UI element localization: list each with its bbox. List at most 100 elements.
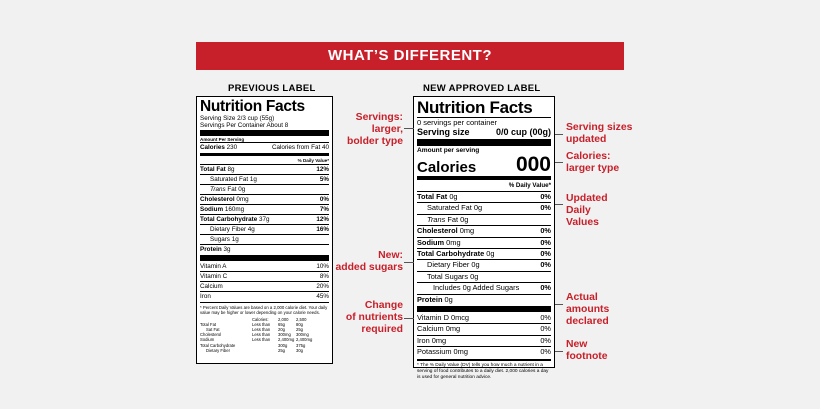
nutrient-amount: 0mg [446,237,461,247]
new-servings-per-container: 0 servings per container [417,118,498,127]
nutrient-amount: 0g [486,249,495,259]
vitamin-dv: 45% [316,292,329,300]
previous-footnote: * Percent Daily Values are based on a 2,… [200,304,328,315]
nutrient-row: Sodium 0mg 0% [417,236,551,248]
footnote-table-cell: 80g [296,321,303,327]
nutrient-row: Dietary Fiber 0g 0% [417,259,551,270]
banner: WHAT’S DIFFERENT? [196,42,624,70]
previous-servings-per-container: Servings Per Container About 8 [200,121,289,129]
previous-nutrition-label: Nutrition Facts Serving Size 2/3 cup (55… [196,96,333,364]
nutrient-row: Cholesterol 0mg 0% [417,225,551,236]
nutrient-name: Total Fat 8g [200,165,235,174]
vitamin-dv: 0% [540,313,551,323]
nutrient-name: Includes 0g Added Sugars [417,283,519,293]
nutrient-label: Dietary Fiber [210,225,247,233]
nutrient-row: Total Fat 8g 12% [200,163,329,174]
footnote-table-cell: 375g [296,342,306,348]
new-nutrition-label: Nutrition Facts 0 servings per container… [413,96,555,380]
footnote-table-cell: 300mg [278,332,291,338]
nutrient-name: Total Carbohydrate 37g [200,215,270,224]
nutrient-amount: 0g [444,294,453,304]
vitamin-label: Calcium [200,282,223,290]
nutrient-amount: 4g [247,225,255,233]
vitamin-row: Vitamin C 8% [200,270,329,281]
vitamin-row: Calcium 20% [200,280,329,291]
nutrient-row: Total Fat 0g 0% [417,191,551,202]
previous-nutrient-list: Total Fat 8g 12% Saturated Fat 1g 5% Trans F… [200,163,329,254]
nutrient-amount: Fat 0g [227,185,246,193]
nutrient-dv: 0% [540,226,551,236]
vitamin-label: Iron 0mg [417,335,447,345]
nutrient-name: Trans Fat 0g [200,185,245,194]
footnote-table-cell: Less than [252,337,271,343]
nutrient-name: Sugars 1g [200,235,239,244]
nutrient-label: Saturated Fat [427,203,472,213]
nutrient-name: Protein 0g [417,295,453,305]
note-serving-sizes: Serving sizes updated [566,122,633,145]
nutrient-label: Saturated Fat [210,175,249,183]
nutrient-amount: 37g [259,215,270,223]
previous-calories-row: Calories 230 Calories from Fat 40 [200,141,329,151]
nutrient-amount: 160mg [224,205,245,213]
nutrient-name: Total Fat 0g [417,192,458,202]
previous-vitamin-list: Vitamin A 10% Vitamin C 8% Calcium 20% Iron 45% [200,262,329,301]
footnote-table-cell: 300g [278,342,288,348]
nutrient-name: Dietary Fiber 4g [200,225,255,234]
footnote-table-cell: Less than [252,326,271,332]
nutrient-dv: 16% [316,225,329,233]
vitamin-row: Iron 0mg 0% [417,334,551,346]
nutrient-dv: 0% [540,283,551,293]
footnote-table-header: 2,500 [296,316,307,322]
nutrient-row: Sugars 1g [200,233,329,244]
vitamin-row: Vitamin D 0mcg 0% [417,313,551,323]
nutrient-label: Total Carbohydrate [200,215,258,223]
nutrient-amount: 0g [471,260,480,270]
nutrient-label: Total Carbohydrate [417,249,485,259]
vitamin-label: Vitamin C [200,272,228,280]
nutrient-dv: 0% [540,203,551,213]
nutrient-name: Dietary Fiber 0g [417,260,480,270]
nutrient-row: Cholesterol 0mg 0% [200,193,329,204]
nutrient-label: Total Fat [200,165,226,173]
nutrient-dv: 12% [316,215,329,223]
footnote-table-cell: Sat Fat [206,326,220,332]
nutrient-label: Protein [417,294,443,304]
vitamin-label: Vitamin D 0mcg [417,313,470,323]
nutrient-row: Total Carbohydrate 0g 0% [417,248,551,259]
vitamin-row: Calcium 0mg 0% [417,323,551,334]
nutrient-amount: 0g [449,192,458,201]
footnote-table-cell: 2,400mg [278,337,295,343]
footnote-table-header: Calories: [252,316,269,322]
new-footnote: * The % Daily Value (DV) tells you how m… [417,362,549,380]
nutrient-name: Cholesterol 0mg [417,226,474,236]
nutrient-row: Total Sugars 0g [417,270,551,282]
nutrient-name: Saturated Fat 0g [417,203,482,213]
nutrient-row: Protein 3g [200,243,329,254]
nutrient-row: Dietary Fiber 4g 16% [200,223,329,234]
previous-label-heading: PREVIOUS LABEL [228,83,316,94]
vitamin-label: Vitamin A [200,262,227,270]
footnote-table-header: 2,000 [278,316,289,322]
nutrient-row: Saturated Fat 1g 5% [200,173,329,184]
note-calories: Calories: larger type [566,151,620,174]
nutrient-amount: 0mg [236,195,249,203]
note-servings: Servings: larger, bolder type [346,112,403,147]
nutrient-label: Total Sugars [427,271,469,281]
nutrient-label: Sodium [417,237,445,247]
new-vitamin-list: Vitamin D 0mcg 0% Calcium 0mg 0% Iron 0mg 0% P… [417,313,551,358]
nutrient-row: Protein 0g [417,293,551,305]
previous-amount-per-serving: Amount Per Serving [200,136,245,142]
nutrient-amount: 0g [473,203,483,213]
note-nutrients-required: Change of nutrients required [345,300,403,335]
vitamin-dv: 8% [319,272,329,280]
nutrient-label: Trans [210,185,226,193]
new-label-heading: NEW APPROVED LABEL [423,83,541,94]
vitamin-dv: 20% [316,282,329,290]
footnote-table-cell: Sodium [200,337,215,343]
nutrient-name: Sodium 160mg [200,205,244,214]
vitamin-label: Iron [200,292,211,300]
nutrient-row: Trans Fat 0g [200,183,329,194]
nutrient-dv: 0% [540,192,551,201]
nutrient-amount: 1g [249,175,257,183]
new-serving-size-row: Serving size 0/0 cup (00g) [417,127,551,137]
